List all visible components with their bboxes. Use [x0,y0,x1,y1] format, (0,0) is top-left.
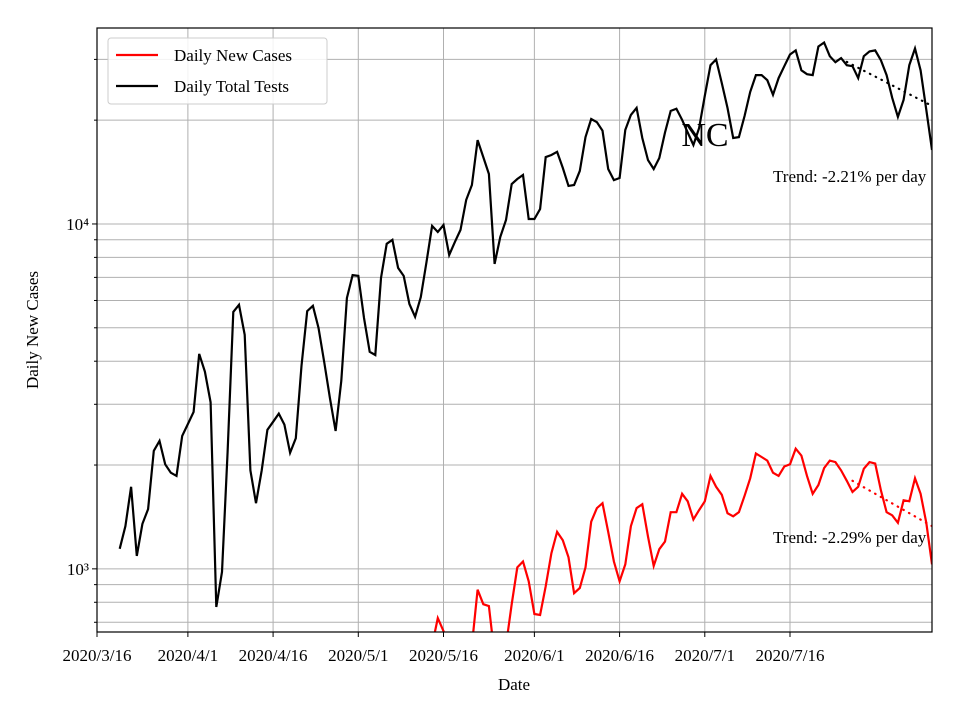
legend-box [107,37,328,105]
x-tick-label: 2020/4/1 [158,646,218,665]
x-tick-label: 2020/7/16 [756,646,825,665]
x-tick-label: 2020/6/16 [585,646,654,665]
x-tick-label: 2020/5/1 [328,646,388,665]
series-line [433,446,932,632]
x-axis-label: Date [498,675,530,694]
plot-area [118,40,932,632]
x-tick-label: 2020/5/16 [409,646,478,665]
trend-label: Trend: -2.21% per day [773,167,927,186]
chart-title: NC [681,117,728,154]
x-tick-label: 2020/3/16 [63,646,132,665]
trend-label: Trend: -2.29% per day [773,528,927,547]
trend-line [851,479,932,528]
y-tick-label: 10⁴ [66,215,89,234]
legend-label: Daily New Cases [174,46,292,65]
y-tick-label: 10³ [67,560,89,579]
x-tick-label: 2020/7/1 [675,646,735,665]
y-axis-label: Daily New Cases [23,271,42,389]
x-tick-label: 2020/4/16 [239,646,308,665]
series-line [118,40,932,608]
grid [96,28,932,632]
x-tick-label: 2020/6/1 [504,646,564,665]
legend-label: Daily Total Tests [174,77,289,96]
axes-frame [96,27,933,633]
legend: Daily New Cases Daily Total Tests [107,37,328,105]
